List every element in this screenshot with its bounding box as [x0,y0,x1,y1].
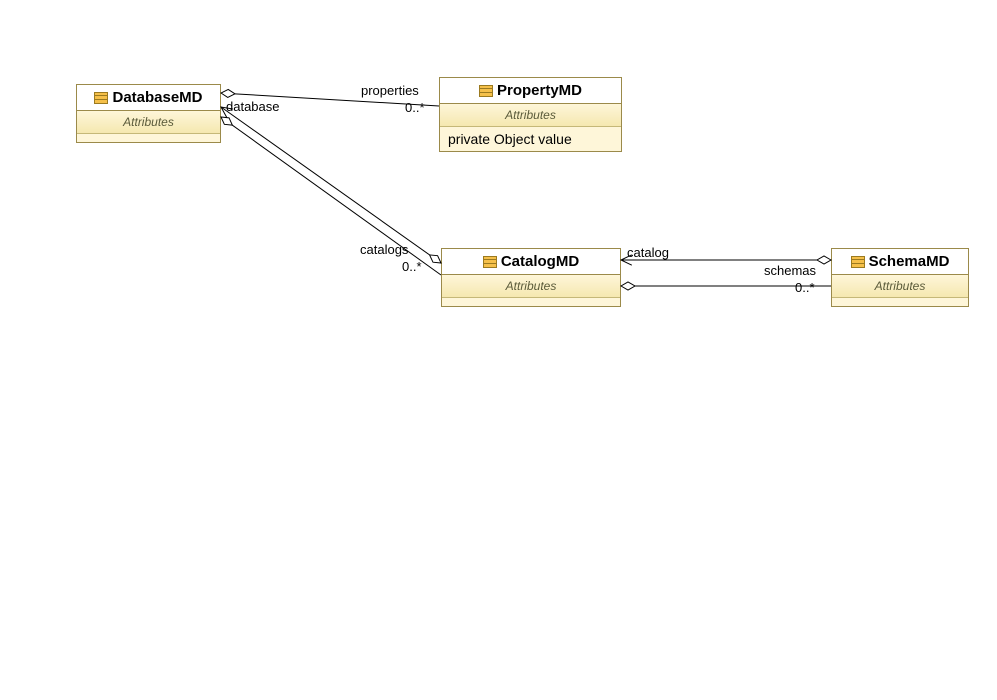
class-schemamd: SchemaMD Attributes [831,248,969,307]
edge-label: database [226,99,280,114]
edge-label: 0..* [405,100,425,115]
class-title: SchemaMD [869,253,950,270]
edge-label: 0..* [402,259,422,274]
edge-label: catalog [627,245,669,260]
class-icon [94,92,108,104]
class-header: DatabaseMD [77,85,220,111]
attributes-label: Attributes [832,275,968,298]
class-header: PropertyMD [440,78,621,104]
edge-label: properties [361,83,419,98]
class-title: PropertyMD [497,82,582,99]
class-header: SchemaMD [832,249,968,275]
class-icon [479,85,493,97]
attributes-body: private Object value [440,127,621,151]
attributes-label: Attributes [440,104,621,127]
attributes-body [832,298,968,306]
attribute-line: private Object value [448,131,613,147]
edge-label: schemas [764,263,816,278]
attributes-body [442,298,620,306]
class-propertymd: PropertyMD Attributes private Object val… [439,77,622,152]
edge-label: 0..* [795,280,815,295]
attributes-body [77,134,220,142]
class-icon [483,256,497,268]
class-header: CatalogMD [442,249,620,275]
class-title: DatabaseMD [112,89,202,106]
class-catalogmd: CatalogMD Attributes [441,248,621,307]
attributes-label: Attributes [77,111,220,134]
class-title: CatalogMD [501,253,579,270]
class-databasemd: DatabaseMD Attributes [76,84,221,143]
class-icon [851,256,865,268]
attributes-label: Attributes [442,275,620,298]
edge-label: catalogs [360,242,408,257]
